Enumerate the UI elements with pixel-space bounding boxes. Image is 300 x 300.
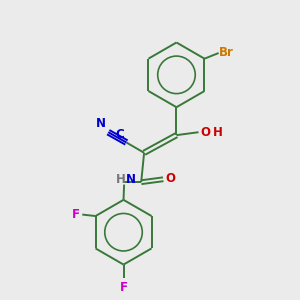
Text: N: N bbox=[96, 117, 106, 130]
Text: O: O bbox=[200, 126, 210, 139]
Text: O: O bbox=[165, 172, 175, 185]
Text: N: N bbox=[126, 173, 136, 186]
Text: F: F bbox=[119, 281, 128, 294]
Text: F: F bbox=[72, 208, 80, 221]
Text: C: C bbox=[116, 128, 124, 141]
Text: H: H bbox=[116, 173, 126, 186]
Text: Br: Br bbox=[219, 46, 234, 59]
Text: H: H bbox=[213, 126, 223, 139]
